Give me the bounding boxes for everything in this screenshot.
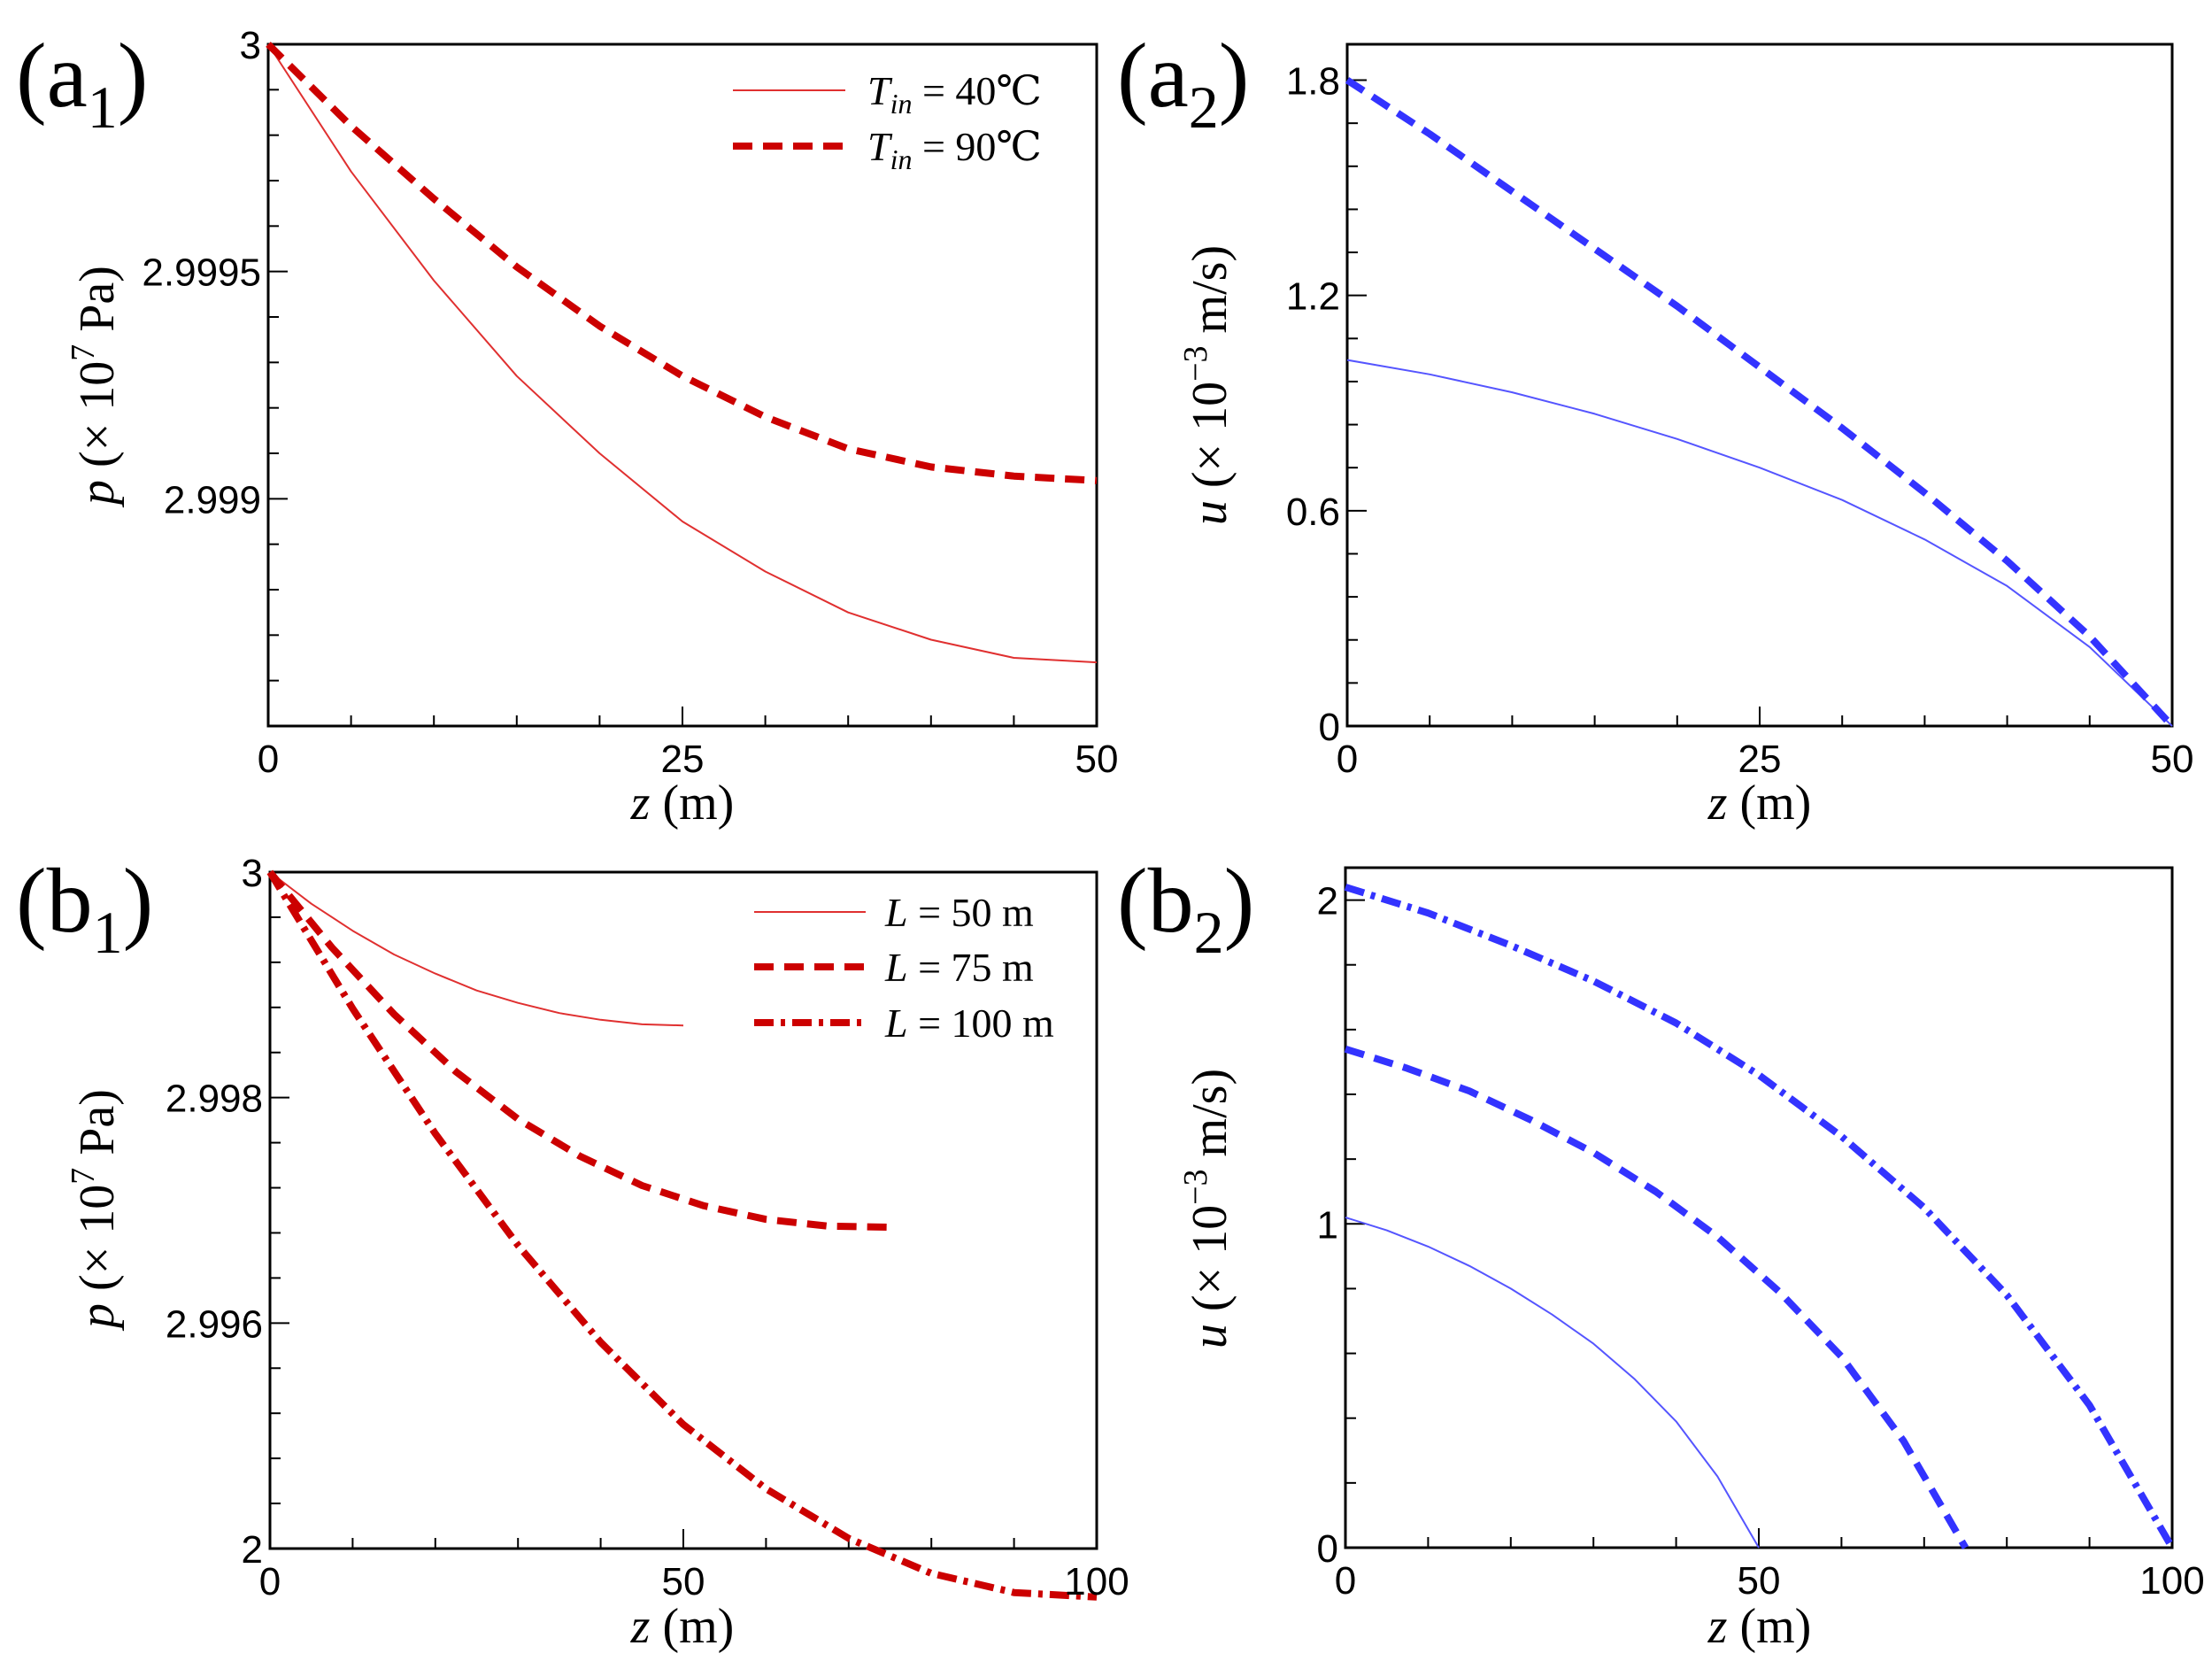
series-line-b2-1 — [1344, 1045, 1969, 1550]
x-tick-label-a1: 0 — [258, 738, 279, 781]
series-line-a1-1 — [266, 42, 1098, 484]
tick-labels-b1: 0 50 100 2 2.996 2.998 3 — [166, 852, 1129, 1603]
y-tick-label-a2: 0.6 — [1286, 491, 1340, 534]
y-axis-label-a1: p (× 107 Pa) — [65, 266, 125, 508]
y-tick-label-a2: 0 — [1319, 706, 1340, 749]
y-tick-label-b1: 2 — [242, 1528, 263, 1572]
legend-label-a1-1: Tin = 90℃ — [867, 124, 1042, 175]
panel-a1: (a1) 0 25 50 2.999 2.9995 3 z (m) p (× 107 Pa… — [16, 24, 1118, 830]
y-tick-label-b2: 0 — [1317, 1527, 1338, 1571]
panel-b1-label: (b1) — [16, 850, 153, 966]
y-tick-label-a1: 2.9995 — [142, 251, 261, 295]
tick-marks-a2 — [1346, 79, 2173, 727]
legend-a1: Tin = 40℃ Tin = 90℃ — [733, 68, 1042, 175]
panel-b2: (b2) 0 50 100 0 1 2 z (m) u (× 10−3 m/s) — [1117, 850, 2205, 1654]
x-tick-label-a1: 50 — [1075, 738, 1119, 781]
x-tick-label-a1: 25 — [661, 738, 705, 781]
series-line-a1-0 — [267, 43, 1098, 664]
y-tick-label-a2: 1.8 — [1286, 60, 1340, 104]
x-tick-label-b1: 0 — [259, 1560, 281, 1603]
tick-labels-a2: 0 25 50 0 0.6 1.2 1.8 — [1286, 60, 2194, 781]
y-tick-label-a1: 3 — [240, 24, 261, 67]
series-line-b2-0 — [1345, 1217, 1760, 1549]
legend-b1: L = 50 m L = 75 m L = 100 m — [754, 890, 1054, 1046]
x-axis-label-b2: z (m) — [1707, 1599, 1812, 1654]
panel-a2-label: (a2) — [1117, 25, 1249, 141]
legend-label-b1-1: L = 75 m — [884, 945, 1034, 990]
x-axis-label-a2: z (m) — [1707, 776, 1812, 830]
series-line-a2-0 — [1346, 359, 2173, 727]
x-tick-label-a2: 50 — [2151, 738, 2194, 781]
y-tick-label-a1: 2.999 — [164, 478, 261, 521]
plot-frame-a2 — [1345, 42, 2174, 728]
y-tick-label-b1: 3 — [242, 852, 263, 895]
x-tick-label-a2: 25 — [1738, 738, 1782, 781]
y-tick-label-b1: 2.996 — [166, 1302, 263, 1346]
legend-label-b1-0: L = 50 m — [884, 890, 1034, 935]
series-line-b1-2 — [266, 869, 1098, 1601]
legend-label-a1-0: Tin = 40℃ — [867, 68, 1042, 120]
x-tick-label-b2: 100 — [2139, 1559, 2204, 1603]
tick-labels-a1: 0 25 50 2.999 2.9995 3 — [142, 24, 1118, 781]
x-axis-label-a1: z (m) — [630, 776, 735, 830]
x-axis-label-b1: z (m) — [630, 1599, 735, 1654]
series-line-b2-2 — [1344, 884, 2176, 1550]
series-group-b1 — [266, 869, 1098, 1601]
panel-b1: (b1) 0 50 100 2 2.996 2.998 3 z (m) p (× 107 P… — [16, 850, 1129, 1654]
panel-a2: (a2) 0 25 50 0 0.6 1.2 1.8 z (m) u (× 10−3 m/s… — [1117, 25, 2193, 830]
y-tick-label-b1: 2.998 — [166, 1078, 263, 1121]
tick-labels-b2: 0 50 100 0 1 2 — [1317, 880, 2205, 1603]
x-tick-label-b1: 100 — [1064, 1560, 1129, 1603]
legend-label-b1-2: L = 100 m — [884, 1000, 1054, 1046]
series-line-b1-1 — [266, 869, 890, 1232]
series-line-b1-0 — [269, 871, 684, 1027]
tick-marks-b1 — [269, 871, 1098, 1549]
panel-a1-label: (a1) — [16, 25, 148, 141]
y-tick-label-b2: 2 — [1317, 880, 1338, 923]
y-tick-label-b2: 1 — [1317, 1203, 1338, 1247]
tick-marks-b2 — [1345, 899, 2173, 1549]
series-group-b2 — [1344, 884, 2176, 1550]
tick-marks-a1 — [267, 43, 1098, 727]
x-tick-label-a2: 0 — [1337, 738, 1358, 781]
series-line-a2-1 — [1345, 77, 2175, 729]
y-tick-label-a2: 1.2 — [1286, 275, 1340, 319]
panel-b2-label: (b2) — [1117, 850, 1254, 966]
y-axis-label-b2: u (× 10−3 m/s) — [1177, 1069, 1237, 1348]
x-tick-label-b2: 0 — [1335, 1559, 1356, 1603]
plot-frame-b2 — [1344, 866, 2174, 1549]
series-group-a1 — [266, 42, 1098, 664]
x-tick-label-b2: 50 — [1738, 1559, 1781, 1603]
y-axis-label-b1: p (× 107 Pa) — [65, 1089, 125, 1332]
x-tick-label-b1: 50 — [662, 1560, 705, 1603]
y-axis-label-a2: u (× 10−3 m/s) — [1177, 245, 1237, 525]
series-group-a2 — [1345, 77, 2175, 729]
